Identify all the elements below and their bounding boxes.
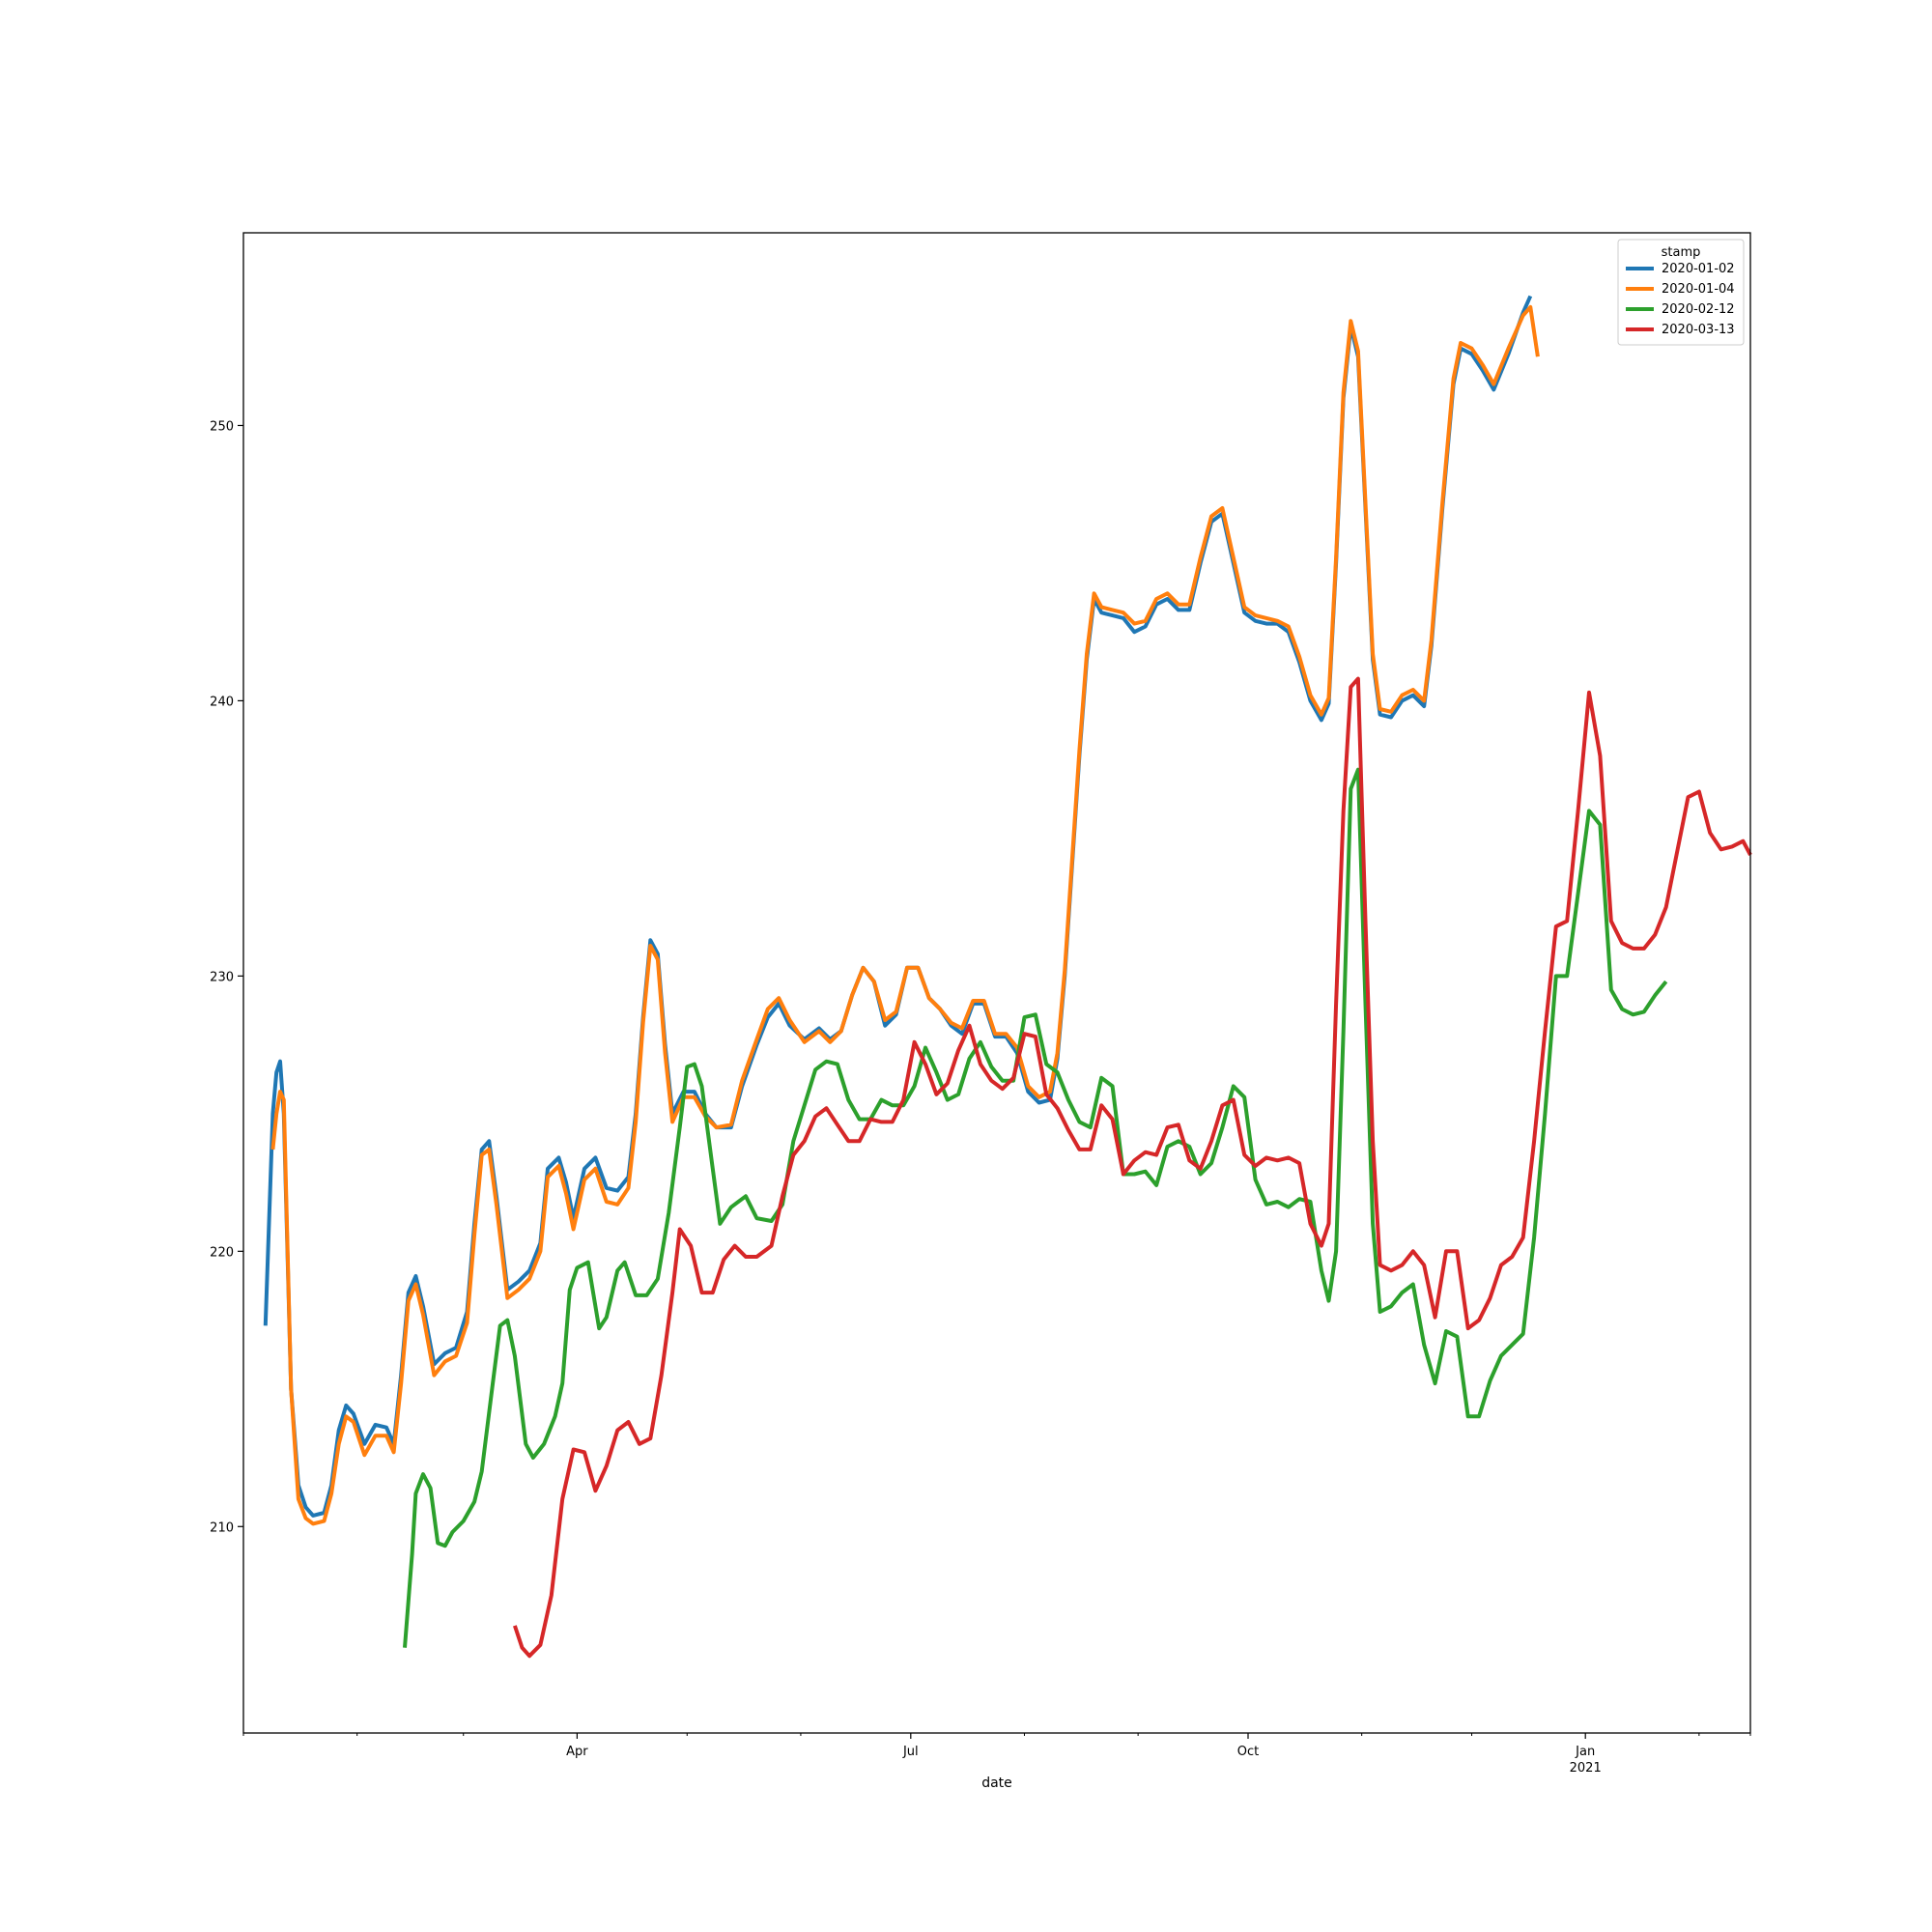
- legend-label: 2020-02-12: [1662, 302, 1735, 317]
- legend-entries: 2020-01-02 2020-01-04 2020-02-12 2020-03-13: [1626, 262, 1735, 337]
- legend-label: 2020-01-04: [1662, 282, 1735, 297]
- y-tick-label: 220: [210, 1245, 234, 1260]
- x-axis-label: date: [981, 1776, 1012, 1791]
- y-tick-label: 230: [210, 970, 234, 984]
- plot-frame: [242, 232, 1751, 1734]
- legend-box: [1617, 239, 1745, 346]
- legend-label: 2020-03-13: [1662, 323, 1735, 337]
- legend: stamp 2020-01-022020-01-042020-02-122020…: [1617, 239, 1745, 346]
- legend-title: stamp: [1662, 245, 1701, 260]
- series-line-2: [270, 304, 1540, 1526]
- series-line-3: [403, 767, 1668, 1648]
- y-tick-label: 240: [210, 695, 234, 709]
- series-lines: [263, 295, 1752, 1659]
- x-tick-label: Oct: [1237, 1745, 1259, 1759]
- x-tick-sublabel: 2021: [1570, 1761, 1602, 1776]
- legend-label: 2020-01-02: [1662, 262, 1735, 276]
- y-tick-label: 210: [210, 1520, 234, 1535]
- x-axis: Apr Jul Oct Jan 2021: [242, 1733, 1751, 1776]
- y-axis: 210 220 230 240 250: [210, 419, 243, 1535]
- series-line-4: [513, 676, 1752, 1659]
- y-tick-label: 250: [210, 419, 234, 434]
- x-tick-label: Jan: [1575, 1745, 1595, 1759]
- x-tick-label: Jul: [902, 1745, 919, 1759]
- x-tick-label: Apr: [566, 1745, 588, 1759]
